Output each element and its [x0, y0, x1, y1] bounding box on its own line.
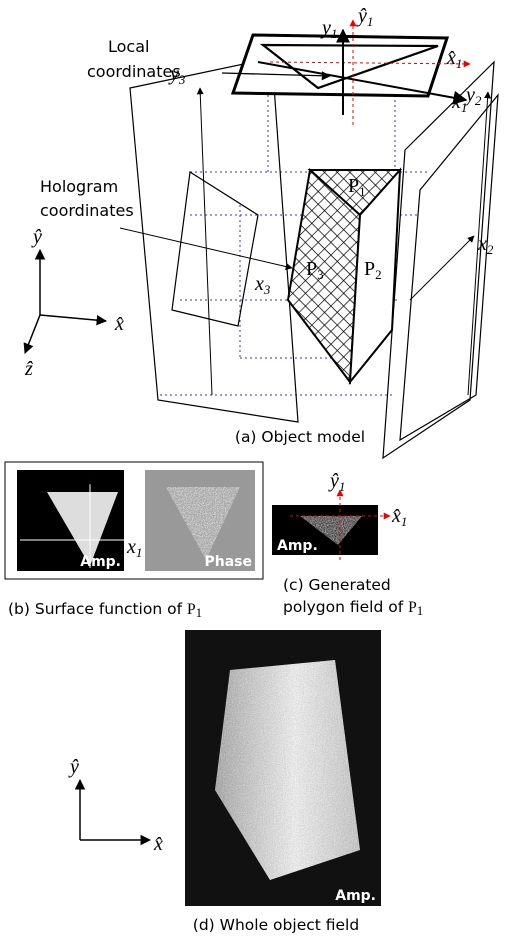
amp-label: Amp.: [277, 538, 318, 554]
axis-label: y1: [320, 17, 337, 41]
subscript: 1: [359, 184, 366, 199]
caption: (d) Whole object field: [193, 916, 359, 934]
symbol: x: [451, 91, 461, 113]
axis-label: x̂1: [391, 505, 407, 529]
axis-label: ŷ: [31, 226, 42, 248]
symbol: x̂: [446, 47, 456, 69]
panel-a: [25, 20, 498, 458]
axis-label: x1: [451, 91, 467, 115]
subscript: 2: [375, 267, 382, 282]
panel-c: ŷ1 x̂1 Amp. (c) Generated polygon field …: [272, 470, 423, 618]
subscript: 1: [331, 26, 338, 41]
symbol: x: [254, 273, 264, 295]
axis-label: y2: [464, 84, 482, 108]
symbol: x: [126, 536, 136, 558]
local-label: Local: [108, 37, 149, 56]
axis-label: x1: [126, 536, 142, 560]
caption-text: polygon field of: [283, 598, 404, 616]
subscript: 1: [103, 472, 110, 487]
caption: (a) Object model: [235, 428, 365, 446]
symbol: ŷ: [328, 470, 339, 492]
local-label: coordinates: [87, 62, 181, 81]
axis-label: ŷ1: [356, 5, 373, 29]
axis-label: y1: [92, 463, 109, 487]
caption: (b) Surface function of P1: [8, 600, 202, 620]
symbol: P: [408, 599, 417, 616]
subscript: 1: [401, 514, 408, 529]
symbol: P: [306, 258, 317, 280]
subscript: 3: [317, 267, 324, 282]
axis-label: x̂: [114, 313, 124, 335]
subscript: 2: [475, 93, 482, 108]
subscript: 1: [367, 14, 374, 29]
subscript: 3: [178, 72, 186, 87]
symbol: y: [464, 84, 475, 106]
axis-label: x̂1: [446, 47, 462, 71]
figure: Local coordinates Hologram coordinates y…: [0, 0, 516, 947]
subscript: 3: [263, 282, 271, 297]
amp-label: Amp.: [335, 888, 376, 904]
subscript: 2: [487, 242, 494, 257]
subscript: 1: [196, 605, 203, 620]
caption: (c) Generated: [283, 576, 391, 594]
axis-label: ẑ: [24, 358, 33, 380]
symbol: y: [320, 17, 331, 39]
panel-d: Amp. ŷ x̂ (d) Whole object field: [68, 630, 381, 934]
subscript: 1: [417, 603, 424, 618]
symbol: y: [168, 63, 179, 85]
subscript: 1: [339, 479, 346, 494]
axis-label: y3: [168, 63, 186, 87]
symbol: P: [348, 175, 359, 197]
caption: polygon field of P1: [283, 598, 423, 618]
symbol: ŷ: [356, 5, 367, 27]
phase-label: Phase: [204, 554, 252, 570]
subscript: 1: [136, 545, 143, 560]
axis-label: x3: [254, 273, 271, 297]
symbol: y: [92, 463, 103, 485]
symbol: x̂: [391, 505, 401, 527]
symbol: x: [477, 233, 487, 255]
subscript: 1: [456, 56, 463, 71]
amp-label: Amp.: [80, 554, 121, 570]
axis-label: x̂: [153, 833, 163, 855]
hologram-label: coordinates: [40, 201, 134, 220]
caption-text: (b) Surface function of: [8, 600, 183, 618]
hologram-label: Hologram: [40, 177, 118, 196]
axis-label: x2: [477, 233, 494, 257]
symbol: P: [364, 258, 375, 280]
axis-label: ŷ1: [328, 470, 345, 494]
symbol: P: [187, 601, 196, 618]
panel-b: y1 x1 Amp. Phase (b) Surface function of…: [5, 462, 263, 620]
axis-label: ŷ: [68, 756, 79, 778]
